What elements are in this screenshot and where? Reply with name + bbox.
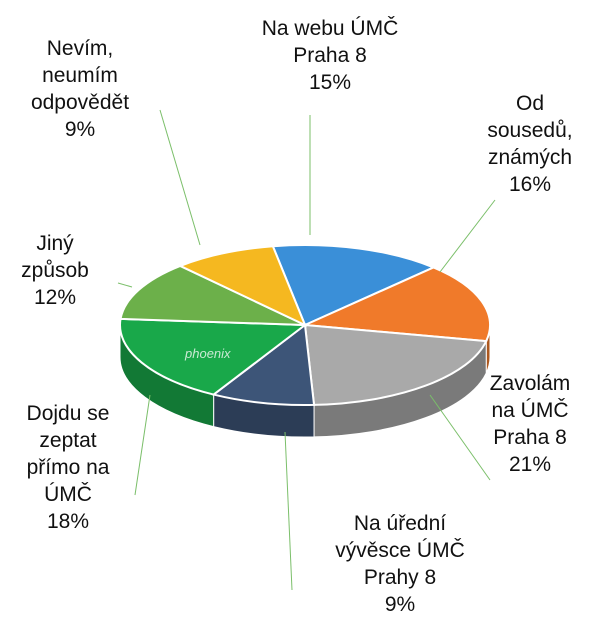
leader-line: [284, 431, 293, 591]
watermark: phoenix: [184, 346, 231, 361]
value-label: 21%: [508, 453, 552, 476]
slice: [271, 243, 437, 327]
slice-label: Od sousedů, známých 16%: [445, 90, 593, 198]
slice-label: Jiný způsob 12%: [0, 230, 140, 311]
slice-label: Dojdu se zeptat přímo na ÚMČ 18%: [0, 400, 153, 535]
slice: [119, 264, 306, 326]
slice-label: Nevím, neumím odpovědět 9%: [0, 35, 165, 143]
value-label: 15%: [308, 71, 352, 94]
slice-label: Zavolám na ÚMČ Praha 8 21%: [445, 370, 593, 478]
category-label: Jiný způsob: [21, 232, 89, 282]
value-label: 9%: [64, 118, 96, 141]
category-label: Nevím, neumím odpovědět: [30, 37, 130, 114]
leader-line: [134, 394, 151, 496]
value-label: 12%: [33, 286, 77, 309]
slice-label: Na úřední vývěsce ÚMČ Prahy 8 9%: [315, 510, 485, 618]
leader-line: [117, 282, 133, 288]
slice-label: Na webu ÚMČ Praha 8 15%: [245, 15, 415, 96]
leader-line: [159, 109, 201, 246]
category-label: Na webu ÚMČ Praha 8: [261, 17, 399, 67]
value-label: 16%: [508, 173, 552, 196]
slice: [177, 245, 307, 328]
category-label: Zavolám na ÚMČ Praha 8: [489, 372, 571, 449]
slice: [119, 317, 308, 396]
slice: [301, 266, 491, 343]
slice: [211, 323, 316, 406]
leader-line: [439, 199, 496, 273]
category-label: Dojdu se zeptat přímo na ÚMČ: [26, 402, 110, 506]
slice: [303, 323, 488, 406]
category-label: Od sousedů, známých: [487, 92, 573, 169]
leader-line: [429, 394, 491, 481]
category-label: Na úřední vývěsce ÚMČ Prahy 8: [335, 512, 465, 589]
value-label: 9%: [384, 593, 416, 616]
value-label: 18%: [46, 510, 90, 533]
